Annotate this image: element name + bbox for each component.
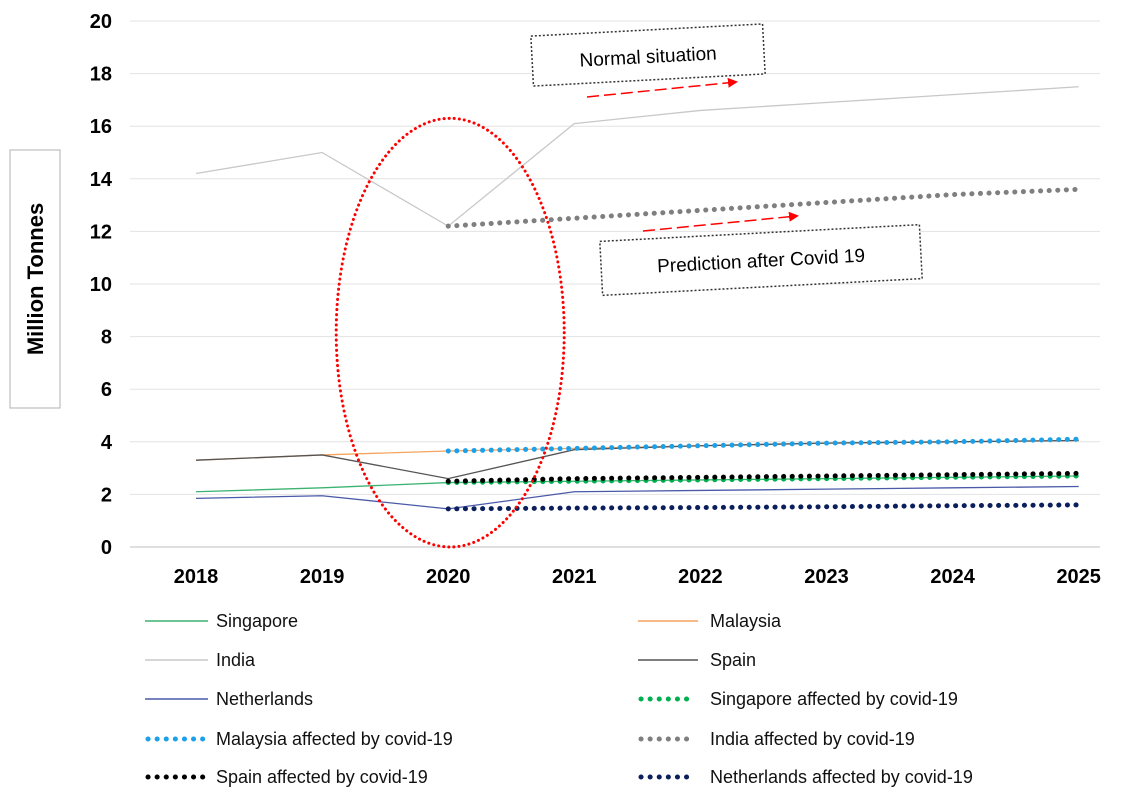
series-line-netherlands (195, 485, 1079, 510)
legend: Singapore Malaysia India Spain Netherlands Si… (145, 611, 973, 787)
legend-label: India (216, 650, 256, 670)
y-tick-label: 4 (101, 432, 113, 454)
legend-label: Spain affected by covid-19 (216, 767, 428, 787)
y-tick-label: 16 (90, 116, 112, 138)
y-tick-label: 14 (90, 169, 113, 191)
annotation-arrow (642, 211, 799, 232)
x-axis-ticks: 2018 2019 2020 2021 2022 2023 2024 2025 (174, 566, 1101, 588)
y-axis-label: Million Tonnes (23, 203, 48, 355)
y-tick-label: 12 (90, 221, 112, 243)
legend-item: Netherlands affected by covid-19 (638, 767, 973, 787)
annotation-box (530, 23, 766, 87)
legend-label: Netherlands (216, 689, 313, 709)
legend-item: India (145, 650, 256, 670)
x-tick-label: 2024 (930, 566, 975, 588)
legend-label: India affected by covid-19 (710, 729, 915, 749)
legend-label: Malaysia affected by covid-19 (216, 729, 453, 749)
legend-item: Singapore (145, 611, 298, 631)
y-axis-label-box (9, 149, 61, 409)
y-tick-label: 10 (90, 274, 112, 296)
y-tick-label: 2 (101, 484, 112, 506)
x-tick-label: 2020 (426, 566, 471, 588)
x-tick-label: 2018 (174, 566, 219, 588)
series-line-spain-affected-by-covid-19 (445, 470, 1082, 484)
legend-label: Spain (710, 650, 756, 670)
y-tick-label: 20 (90, 11, 112, 33)
series-layer (195, 86, 1082, 512)
series-line-india-affected-by-covid-19 (445, 186, 1082, 229)
series-line-netherlands-affected-by-covid-19 (445, 502, 1082, 512)
annotation-arrow (586, 77, 738, 98)
x-tick-label: 2019 (300, 566, 345, 588)
legend-label: Singapore (216, 611, 298, 631)
legend-item: Netherlands (145, 689, 313, 709)
x-tick-label: 2025 (1056, 566, 1101, 588)
legend-item: India affected by covid-19 (638, 729, 915, 749)
series-line-india (195, 86, 1079, 227)
highlight-ellipse (334, 116, 566, 549)
y-tick-label: 6 (101, 379, 112, 401)
x-tick-label: 2023 (804, 566, 849, 588)
legend-item: Malaysia affected by covid-19 (145, 729, 453, 749)
y-tick-label: 8 (101, 327, 112, 349)
x-tick-label: 2021 (552, 566, 597, 588)
series-line-malaysia-affected-by-covid-19 (445, 436, 1082, 454)
annotation-normal-situation: Normal situation (530, 23, 766, 87)
y-axis-ticks: 0 2 4 6 8 10 12 14 16 18 20 (90, 11, 113, 559)
legend-item: Spain affected by covid-19 (145, 767, 428, 787)
legend-label: Malaysia (710, 611, 782, 631)
y-tick-label: 18 (90, 64, 112, 86)
legend-label: Netherlands affected by covid-19 (710, 767, 973, 787)
annotation-prediction: Prediction after Covid 19 (599, 223, 923, 297)
legend-item: Malaysia (638, 611, 782, 631)
x-tick-label: 2022 (678, 566, 723, 588)
legend-item: Spain (638, 650, 756, 670)
annotation-box (599, 223, 923, 297)
annotation-layer: Normal situation Prediction after Covid 1… (334, 23, 923, 549)
legend-label: Singapore affected by covid-19 (710, 689, 958, 709)
series-line-singapore-affected-by-covid-19 (445, 473, 1082, 486)
legend-item: Singapore affected by covid-19 (638, 689, 958, 709)
y-tick-label: 0 (101, 537, 112, 559)
